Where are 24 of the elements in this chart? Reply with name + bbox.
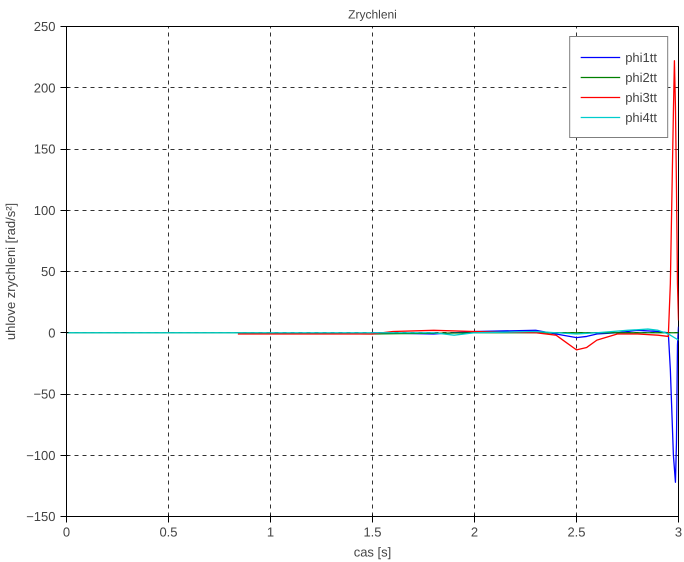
y-tick-label: −100 xyxy=(26,448,56,463)
x-tick-label: 2.5 xyxy=(567,524,586,540)
x-tick-label: 0.5 xyxy=(159,524,178,540)
y-tick-label: 50 xyxy=(41,264,56,279)
x-tick-label: 0 xyxy=(62,524,70,540)
x-axis-title: cas [s] xyxy=(354,544,392,560)
legend-label: phi2tt xyxy=(625,70,657,84)
y-tick-label: 150 xyxy=(34,142,56,156)
x-tick-label: 1.5 xyxy=(363,524,382,540)
line-series xyxy=(66,328,678,341)
legend-label: phi1tt xyxy=(625,50,657,64)
y-tick-label: 250 xyxy=(34,19,56,34)
y-tick-label: 100 xyxy=(34,202,56,218)
x-tick-label: 2 xyxy=(470,524,478,540)
y-tick-label: −50 xyxy=(33,386,56,402)
legend-label: phi4tt xyxy=(625,110,657,124)
chart-title: Zrychleni xyxy=(348,8,397,22)
x-tick-label: 3 xyxy=(674,524,682,540)
y-tick-label: −150 xyxy=(26,509,56,524)
y-tick-label: 0 xyxy=(48,325,56,340)
y-tick-label: 200 xyxy=(34,80,56,96)
legend-label: phi3tt xyxy=(625,90,657,104)
y-axis-title: uhlove zrychleni [rad/s²] xyxy=(3,202,18,340)
x-tick-label: 1 xyxy=(266,524,274,540)
